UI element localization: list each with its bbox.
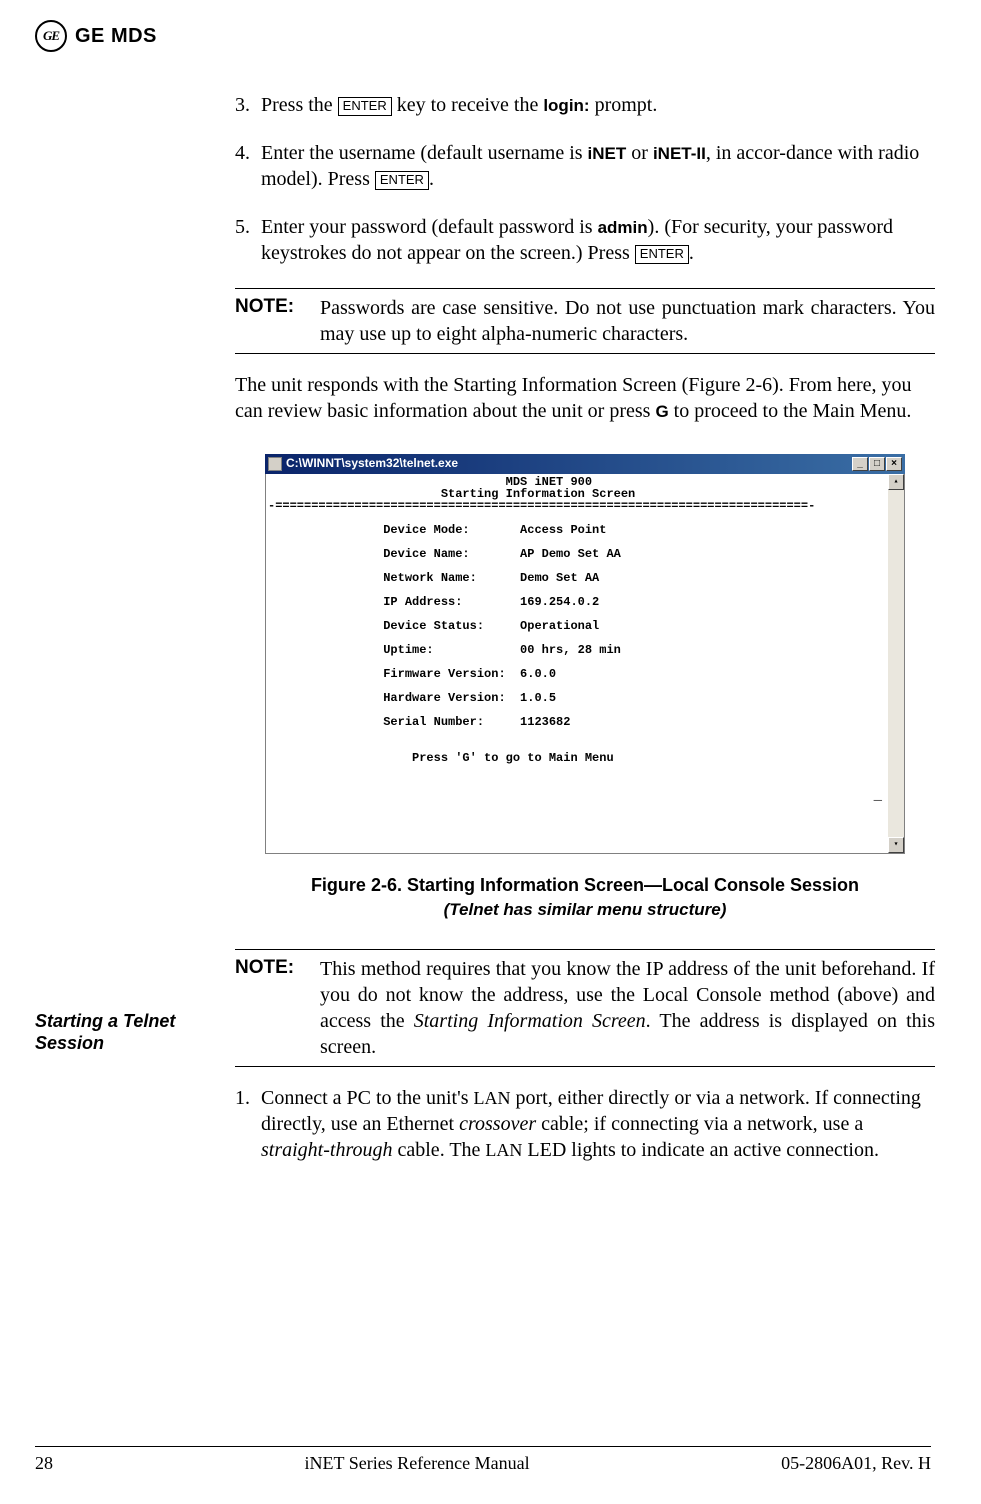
text: or — [626, 142, 653, 164]
scroll-track[interactable] — [888, 490, 904, 837]
step-body: Enter the username (default username is … — [261, 140, 935, 192]
text: cable; if connecting via a network, use … — [536, 1113, 863, 1135]
sidebar-heading-telnet: Starting a Telnet Session — [35, 1011, 215, 1054]
step-number: 3. — [235, 92, 261, 118]
doc-revision: 05-2806A01, Rev. H — [781, 1453, 931, 1474]
step-4: 4. Enter the username (default username … — [235, 140, 935, 192]
step-body: Press the ENTER key to receive the login… — [261, 92, 935, 118]
paragraph: The unit responds with the Starting Info… — [235, 372, 935, 424]
step-body: Connect a PC to the unit's LAN port, eit… — [261, 1085, 935, 1163]
scroll-up-button[interactable]: ▴ — [888, 474, 904, 490]
step-3: 3. Press the ENTER key to receive the lo… — [235, 92, 935, 118]
step-number: 5. — [235, 214, 261, 266]
enter-key: ENTER — [375, 171, 429, 190]
text: . — [429, 168, 434, 190]
text: to proceed to the Main Menu. — [669, 400, 912, 422]
close-button[interactable]: × — [886, 457, 902, 471]
step-number: 4. — [235, 140, 261, 192]
step-number: 1. — [235, 1085, 261, 1163]
app-icon — [268, 457, 282, 471]
text: . — [689, 242, 694, 264]
note-label: NOTE: — [235, 956, 320, 1060]
note-block-1: NOTE: Passwords are case sensitive. Do n… — [235, 288, 935, 354]
text: Connect a PC to the unit's — [261, 1087, 473, 1109]
note-block-2: NOTE: This method requires that you know… — [235, 949, 935, 1067]
page-number: 28 — [35, 1453, 53, 1474]
text: key to receive the — [392, 94, 544, 116]
header-logo: GE GE MDS — [35, 20, 931, 52]
page-footer: 28 iNET Series Reference Manual 05-2806A… — [35, 1446, 931, 1474]
cursor-icon: _ — [874, 789, 882, 803]
terminal-window: C:\WINNT\system32\telnet.exe _ □ × MDS i… — [265, 454, 905, 854]
g-key-literal: G — [655, 402, 668, 421]
note-body: Passwords are case sensitive. Do not use… — [320, 295, 935, 347]
text: Enter the username (default username is — [261, 142, 588, 164]
step-body: Enter your password (default password is… — [261, 214, 935, 266]
terminal-body[interactable]: MDS iNET 900 Starting Information Screen… — [265, 474, 905, 854]
admin-literal: admin — [598, 218, 648, 237]
text: Enter your password (default password is — [261, 216, 598, 238]
titlebar: C:\WINNT\system32\telnet.exe _ □ × — [265, 454, 905, 474]
text: cable. The — [393, 1139, 486, 1161]
terminal-content: MDS iNET 900 Starting Information Screen… — [266, 474, 888, 853]
manual-title: iNET Series Reference Manual — [305, 1453, 530, 1474]
titlebar-text: C:\WINNT\system32\telnet.exe — [286, 456, 852, 472]
lan-literal: LAN — [473, 1088, 510, 1108]
scrollbar-vertical[interactable]: ▴ ▾ — [888, 474, 904, 853]
lan-literal: LAN — [485, 1140, 522, 1160]
enter-key: ENTER — [635, 245, 689, 264]
figure-subcaption: (Telnet has similar menu structure) — [235, 899, 935, 921]
text: LED lights to indicate an active connect… — [522, 1139, 879, 1161]
scroll-down-button[interactable]: ▾ — [888, 837, 904, 853]
note-body: This method requires that you know the I… — [320, 956, 935, 1060]
text: prompt. — [590, 94, 658, 116]
ge-monogram-icon: GE — [35, 20, 67, 52]
inet2-literal: iNET-II — [653, 144, 706, 163]
login-literal: login: — [543, 96, 589, 115]
minimize-button[interactable]: _ — [852, 457, 868, 471]
step-1-telnet: 1. Connect a PC to the unit's LAN port, … — [235, 1085, 935, 1163]
figure-caption: Figure 2-6. Starting Information Screen—… — [235, 874, 935, 897]
enter-key: ENTER — [338, 97, 392, 116]
screen-name-italic: Starting Information Screen — [414, 1010, 646, 1032]
note-label: NOTE: — [235, 295, 320, 347]
inet-literal: iNET — [588, 144, 627, 163]
step-5: 5. Enter your password (default password… — [235, 214, 935, 266]
text: Press the — [261, 94, 338, 116]
crossover-italic: crossover — [459, 1113, 536, 1135]
maximize-button[interactable]: □ — [869, 457, 885, 471]
brand-text: GE MDS — [75, 25, 157, 48]
straight-through-italic: straight-through — [261, 1139, 393, 1161]
